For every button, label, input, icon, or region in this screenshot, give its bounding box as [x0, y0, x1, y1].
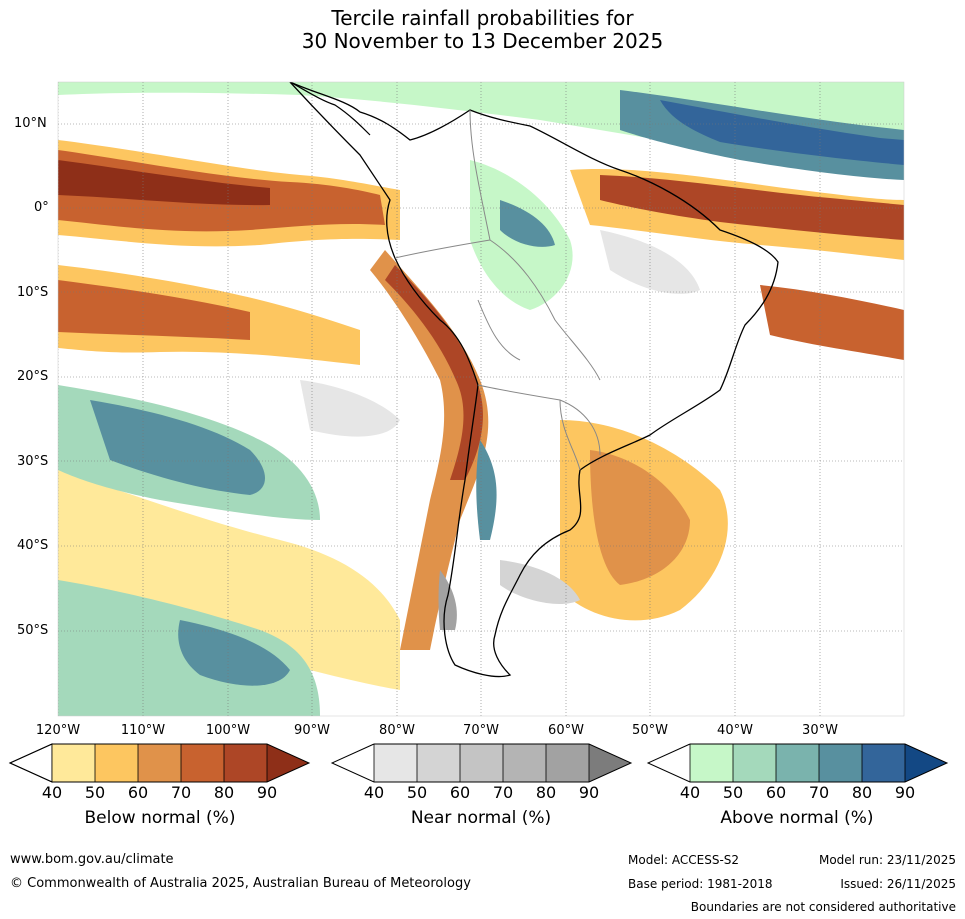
country-borders: [394, 109, 601, 471]
colorbar-near-tick-90: 90: [578, 783, 600, 802]
colorbar-below: [8, 743, 311, 783]
colorbar-near-swatch-60: [417, 744, 460, 782]
colorbar-near-swatch-90: [546, 744, 589, 782]
near-patch-patagonia: [438, 570, 457, 630]
colorbar-above-swatch-70: [776, 744, 819, 782]
footer-issued: Issued: 26/11/2025: [840, 877, 956, 891]
lat-label-40s: 40°S: [17, 538, 49, 553]
colorbar-near: [330, 743, 633, 783]
below-region-south-pacific: [58, 470, 400, 690]
colorbar-near-tick-70: 70: [492, 783, 514, 802]
map-frame: [57, 81, 905, 717]
map-field: [58, 82, 904, 716]
colorbar-above-tick-70: 70: [808, 783, 830, 802]
colorbar-below-tick-90: 90: [256, 783, 278, 802]
lon-label-100w: 100°W: [205, 723, 251, 738]
colorbar-above-high-arrow: [905, 744, 947, 782]
colorbar-above-tick-80: 80: [851, 783, 873, 802]
below-band-atlantic-eq-core: [600, 175, 904, 240]
lon-label-50w: 50°W: [632, 723, 668, 738]
colorbar-near-label: Near normal (%): [410, 808, 552, 828]
lon-label-120w: 120°W: [35, 723, 81, 738]
map-title-line1: Tercile rainfall probabilities for: [331, 6, 634, 30]
colorbar-above-tick-60: 60: [765, 783, 787, 802]
above-strip-andes-east: [476, 440, 497, 540]
near-patch-1: [300, 380, 400, 437]
colorbar-above-low-arrow: [648, 744, 690, 782]
below-band-atlantic-10s: [760, 285, 904, 360]
colorbar-below-swatch-80: [181, 744, 224, 782]
below-strip-andes-west-core: [385, 265, 483, 480]
lat-label-10n: 10°N: [14, 116, 47, 131]
above-region-pacific-25s-core: [90, 400, 265, 495]
lon-label-110w: 110°W: [120, 723, 166, 738]
colorbar-below-high-arrow: [267, 744, 309, 782]
colorbar-below-swatch-90: [224, 744, 267, 782]
central-america-coastline: [289, 82, 371, 136]
lat-label-0: 0°: [34, 200, 49, 215]
colorbar-near-tick-80: 80: [535, 783, 557, 802]
colorbar-below-swatch-60: [95, 744, 138, 782]
colorbar-above-label: Above normal (%): [720, 808, 874, 828]
colorbars: [8, 743, 949, 783]
lat-label-10s: 10°S: [17, 285, 49, 300]
colorbar-below-tick-80: 80: [213, 783, 235, 802]
near-patch-3: [500, 560, 580, 605]
lon-label-80w: 80°W: [379, 723, 415, 738]
above-band-north-atlantic-core: [660, 100, 904, 165]
lon-label-30w: 30°W: [802, 723, 838, 738]
lon-label-60w: 60°W: [548, 723, 584, 738]
footer-copyright: © Commonwealth of Australia 2025, Austra…: [10, 876, 471, 891]
colorbar-below-swatch-70: [138, 744, 181, 782]
colorbar-above-tick-40: 40: [679, 783, 701, 802]
colorbar-near-swatch-70: [460, 744, 503, 782]
lat-label-50s: 50°S: [17, 623, 49, 638]
colorbar-near-tick-50: 50: [406, 783, 428, 802]
colorbar-below-tick-40: 40: [41, 783, 63, 802]
colorbar-above-swatch-80: [819, 744, 862, 782]
colorbar-above: [646, 743, 949, 783]
footer-website[interactable]: www.bom.gov.au/climate: [10, 852, 174, 867]
colorbar-near-swatch-80: [503, 744, 546, 782]
lat-label-20s: 20°S: [17, 369, 49, 384]
lon-label-90w: 90°W: [294, 723, 330, 738]
near-patch-2: [600, 230, 700, 294]
colorbar-above-tick-50: 50: [722, 783, 744, 802]
south-america-coastline: [289, 82, 779, 678]
colorbar-below-swatch-50: [52, 744, 95, 782]
lat-label-30s: 30°S: [17, 454, 49, 469]
colorbar-below-label: Below normal (%): [84, 808, 236, 828]
below-region-south-atlantic-core: [590, 450, 690, 585]
colorbar-below-tick-70: 70: [170, 783, 192, 802]
footer-disclaimer: Boundaries are not considered authoritat…: [690, 900, 956, 914]
above-region-southern-ocean-core: [178, 620, 290, 686]
colorbar-above-swatch-50: [690, 744, 733, 782]
footer-base-period: Base period: 1981-2018: [628, 877, 773, 891]
colorbar-below-tick-60: 60: [127, 783, 149, 802]
colorbar-near-tick-40: 40: [363, 783, 385, 802]
lon-label-70w: 70°W: [463, 723, 499, 738]
footer-model: Model: ACCESS-S2: [628, 853, 740, 867]
colorbar-near-tick-60: 60: [449, 783, 471, 802]
colorbar-near-swatch-50: [374, 744, 417, 782]
colorbar-near-high-arrow: [589, 744, 631, 782]
colorbar-above-swatch-60: [733, 744, 776, 782]
graticule: [58, 82, 904, 716]
map-title-line2: 30 November to 13 December 2025: [301, 29, 664, 53]
colorbar-below-low-arrow: [8, 743, 53, 783]
colorbar-above-swatch-90: [862, 744, 905, 782]
lon-label-40w: 40°W: [717, 723, 753, 738]
above-region-amazon-core: [500, 200, 555, 247]
colorbar-below-tick-50: 50: [84, 783, 106, 802]
colorbar-near-low-arrow: [332, 744, 374, 782]
below-band-pacific-10s-core: [58, 280, 250, 340]
below-band-eq-pacific-max: [58, 160, 270, 206]
colorbar-above-tick-90: 90: [894, 783, 916, 802]
footer-model-run: Model run: 23/11/2025: [818, 853, 956, 867]
